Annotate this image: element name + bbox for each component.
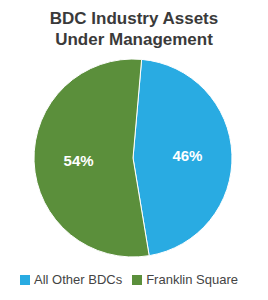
html-text:All Other BDCs: All Other BDCs bbox=[34, 272, 123, 287]
html-text:BDC Industry Assets Under Mana: BDC Industry Assets Under Management bbox=[49, 9, 219, 49]
html-text:Franklin Square: Franklin Square bbox=[146, 272, 238, 287]
svg-text:54%: 54% bbox=[64, 152, 94, 169]
svg-text:46%: 46% bbox=[172, 147, 202, 164]
